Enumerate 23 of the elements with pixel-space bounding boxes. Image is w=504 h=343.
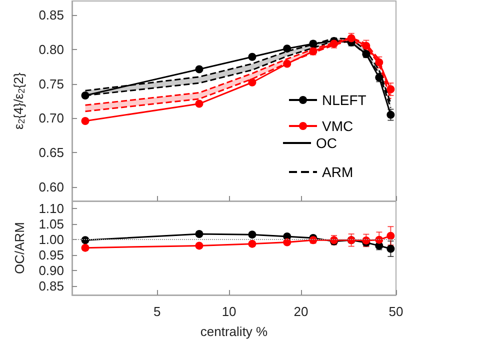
annotation: OC [316, 135, 337, 151]
y-tick-label: 0.70 [38, 110, 64, 126]
y-axis-title: ε2{4}/ε2{2} [11, 72, 26, 130]
legend-label: NLEFT [322, 92, 367, 108]
y-tick-label: 0.65 [38, 145, 64, 160]
y-tick-label: 1.05 [38, 216, 64, 232]
y-tick-label: 1.10 [38, 201, 64, 216]
y-axis-title: OC/ARM [12, 222, 27, 274]
x-axis-title: centrality % [200, 324, 268, 339]
y-tick-label: 1.00 [38, 232, 64, 248]
y-tick-label: 0.75 [38, 76, 64, 92]
x-tick-label: 20 [294, 304, 308, 319]
y-tick-label: 0.85 [38, 7, 64, 22]
y-tick-label: 0.95 [38, 247, 64, 262]
legend-label: ARM [322, 164, 354, 180]
y-tick-label: 0.60 [38, 180, 64, 195]
x-tick-label: 5 [154, 304, 161, 319]
x-tick-label: 50 [388, 304, 404, 319]
legend-label: VMC [322, 118, 354, 134]
x-tick-label: 10 [222, 304, 236, 319]
y-tick-label: 0.80 [38, 42, 64, 57]
y-tick-label: 0.85 [38, 278, 64, 294]
y-tick-label: 0.90 [38, 262, 64, 278]
